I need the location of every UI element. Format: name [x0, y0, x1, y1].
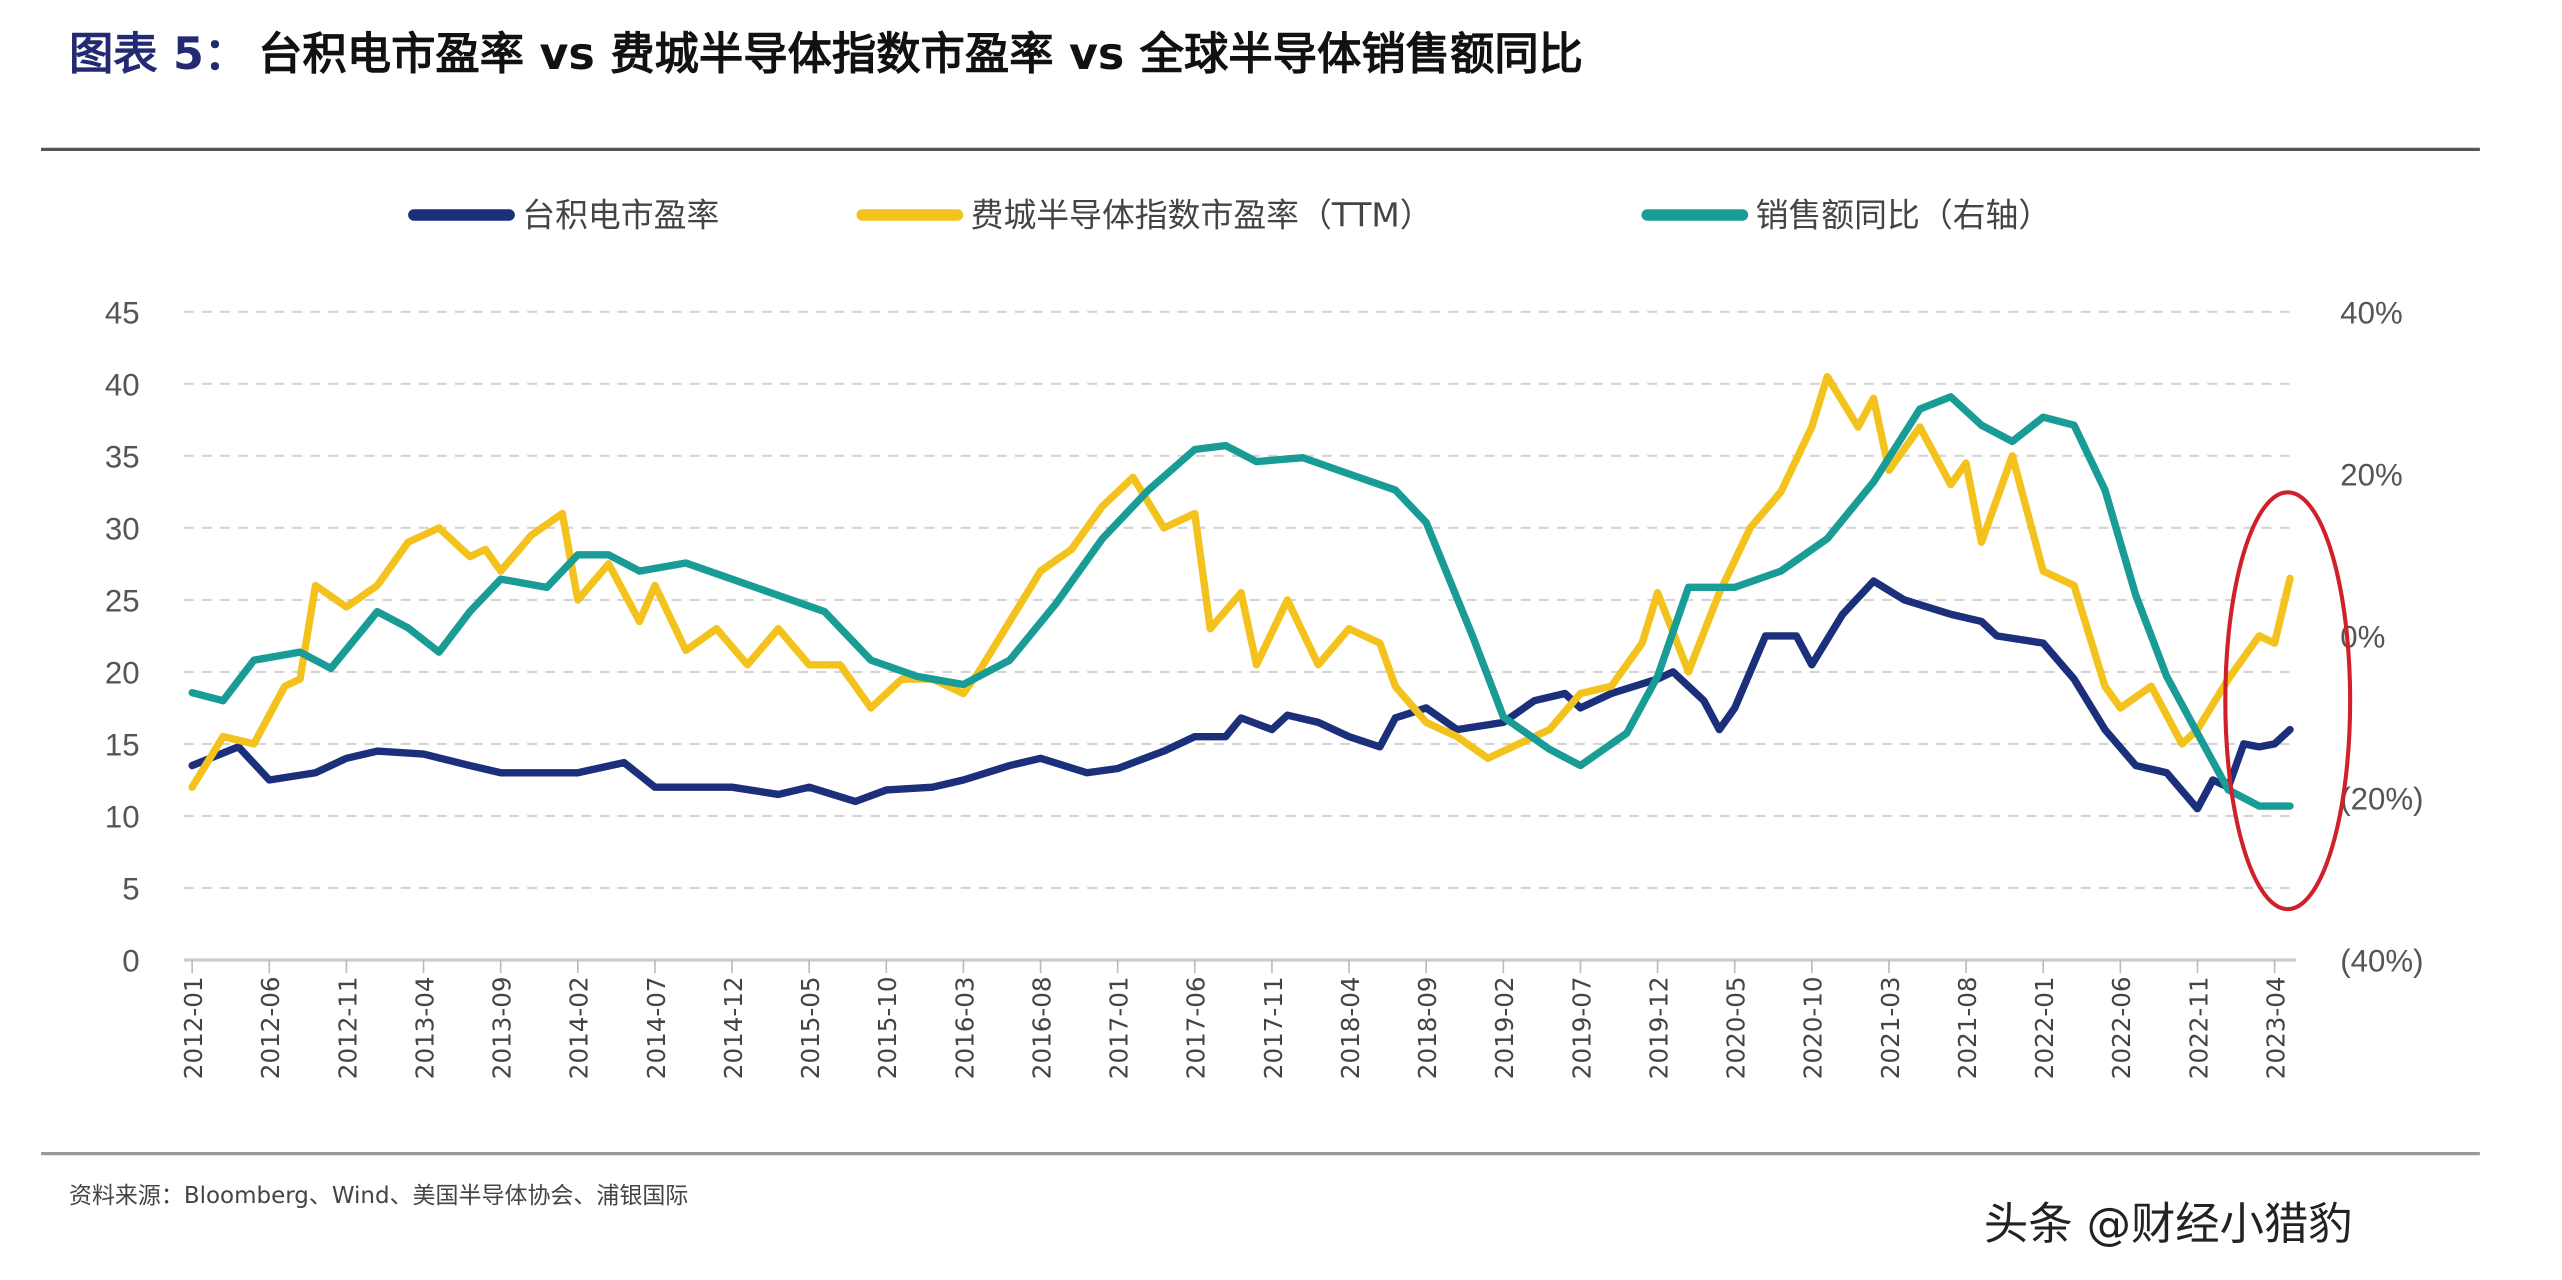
right-tick-label: (20%): [2340, 781, 2423, 816]
left-tick-label: 5: [122, 871, 139, 906]
x-tick-label: 2022-01: [2030, 976, 2059, 1079]
source-note: 资料来源：Bloomberg、Wind、美国半导体协会、浦银国际: [69, 1183, 688, 1209]
x-tick-label: 2018-04: [1336, 976, 1365, 1079]
x-tick-label: 2022-06: [2107, 976, 2136, 1079]
x-tick-label: 2016-08: [1027, 976, 1056, 1079]
chart-title-lead: 图表 5：: [69, 29, 248, 80]
x-tick-label: 2014-12: [719, 976, 748, 1079]
x-axis: 2012-01 2012-06 2012-11 2013-04 2013-09 2014-…: [179, 960, 2290, 1079]
series-line-tsmc: [188, 577, 2294, 813]
left-axis: 0 5 10 15 20 25 30 35 40 45: [105, 295, 140, 978]
x-tick-label: 2018-09: [1413, 976, 1442, 1079]
left-tick-label: 25: [105, 583, 140, 618]
x-tick-label: 2021-03: [1876, 976, 1905, 1079]
x-tick-label: 2014-07: [642, 976, 671, 1079]
x-tick-label: 2013-09: [488, 976, 517, 1079]
x-tick-label: 2015-10: [873, 976, 902, 1079]
left-tick-label: 10: [105, 799, 140, 834]
x-tick-label: 2020-10: [1799, 976, 1828, 1079]
x-tick-label: 2012-06: [256, 976, 285, 1079]
right-tick-label: 20%: [2340, 457, 2402, 492]
left-tick-label: 45: [105, 295, 140, 330]
legend-label-tsmc: 台积电市盈率: [522, 196, 719, 234]
x-tick-label: 2019-12: [1644, 976, 1673, 1079]
right-tick-label: 40%: [2340, 295, 2402, 330]
chart-title-main: 台积电市盈率 vs 费城半导体指数市盈率 vs 全球半导体销售额同比: [258, 29, 1583, 80]
watermark: 头条 @财经小猎豹: [1984, 1199, 2353, 1250]
highlight-ellipse: [2223, 490, 2353, 912]
left-tick-label: 40: [105, 367, 140, 402]
x-tick-label: 2016-03: [950, 976, 979, 1079]
x-tick-label: 2021-08: [1953, 976, 1982, 1079]
chart-title: 图表 5： 台积电市盈率 vs 费城半导体指数市盈率 vs 全球半导体销售额同比: [69, 29, 1583, 80]
left-tick-label: 35: [105, 439, 140, 474]
left-tick-label: 30: [105, 511, 140, 546]
x-tick-label: 2022-11: [2184, 976, 2213, 1079]
right-tick-label: (40%): [2340, 943, 2423, 978]
series-lines: [188, 372, 2294, 813]
left-tick-label: 20: [105, 655, 140, 690]
legend: 台积电市盈率 费城半导体指数市盈率（TTM） 销售额同比（右轴）: [408, 196, 2052, 234]
x-tick-label: 2019-02: [1490, 976, 1519, 1079]
x-tick-label: 2023-04: [2261, 976, 2290, 1079]
left-tick-label: 15: [105, 727, 140, 762]
x-tick-label: 2014-02: [565, 976, 594, 1079]
x-tick-label: 2017-11: [1259, 976, 1288, 1079]
x-tick-label: 2019-07: [1567, 976, 1596, 1079]
legend-label-sales: 销售额同比（右轴）: [1756, 196, 2052, 234]
legend-label-sox: 费城半导体指数市盈率（TTM）: [971, 196, 1433, 234]
x-tick-label: 2012-11: [333, 976, 362, 1079]
x-tick-label: 2017-06: [1182, 976, 1211, 1079]
x-tick-label: 2012-01: [179, 976, 208, 1079]
left-tick-label: 0: [122, 943, 139, 978]
series-line-sales: [188, 393, 2294, 810]
x-tick-label: 2020-05: [1722, 976, 1751, 1079]
x-tick-label: 2013-04: [410, 976, 439, 1079]
series-line-sox: [188, 372, 2294, 791]
right-axis: (40%)(20%)0%20%40%: [2340, 295, 2423, 978]
gridlines: [183, 310, 2296, 962]
x-tick-label: 2017-01: [1105, 976, 1134, 1079]
x-tick-label: 2015-05: [796, 976, 825, 1079]
